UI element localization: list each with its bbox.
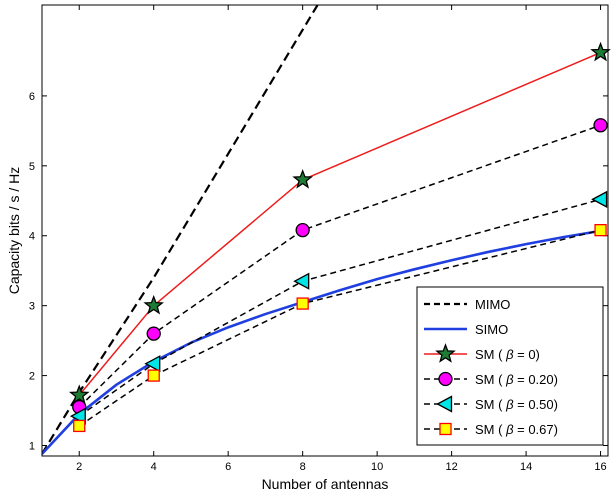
x-tick-label: 12 xyxy=(445,461,457,473)
series-line-simo xyxy=(42,229,601,455)
legend-label-suffix: = 0.67) xyxy=(514,422,558,437)
data-point-sm-0 xyxy=(143,294,165,315)
y-tick-label: 2 xyxy=(29,371,35,383)
marker-layer xyxy=(68,41,611,433)
x-axis-label: Number of antennas xyxy=(262,476,389,492)
x-tick-label: 14 xyxy=(520,461,532,473)
legend-entry-label: SM ( β = 0.50) xyxy=(475,397,558,412)
data-point-sm-0-50 xyxy=(591,190,608,208)
series-layer xyxy=(42,5,601,455)
legend-label-suffix: = 0.20) xyxy=(514,372,558,387)
data-point-sm-0-67 xyxy=(147,369,160,382)
series-line-sm-0 xyxy=(78,51,601,396)
legend-label-prefix: SM ( xyxy=(475,397,506,412)
data-point-sm-0 xyxy=(68,384,90,404)
data-point-sm-0-20 xyxy=(295,223,310,238)
legend-marker xyxy=(436,395,453,413)
legend-label-beta: β xyxy=(505,347,514,362)
x-tick-label: 6 xyxy=(225,461,231,473)
legend-label-prefix: SM ( xyxy=(475,422,506,437)
x-tick-label: 8 xyxy=(300,461,306,473)
series-line-sm-0-67 xyxy=(78,229,601,427)
legend-entry-label: MIMO xyxy=(475,297,510,312)
data-point-sm-0 xyxy=(292,168,313,189)
legend-label-beta: β xyxy=(505,372,514,387)
legend-entry-label: SM ( β = 0) xyxy=(475,347,540,362)
data-point-sm-0-50 xyxy=(293,272,310,290)
data-point-sm-0-20 xyxy=(146,326,161,341)
data-point-sm-0-67 xyxy=(296,297,309,310)
data-point-sm-0-67 xyxy=(594,224,607,237)
legend-entry-label: SIMO xyxy=(475,322,508,337)
legend-label-prefix: SM ( xyxy=(475,347,506,362)
legend-label-prefix: SM ( xyxy=(475,372,506,387)
legend-marker xyxy=(439,422,452,436)
legend-label-beta: β xyxy=(505,397,514,412)
legend-marker xyxy=(435,343,456,363)
series-line-sm-0-20 xyxy=(78,124,601,408)
y-tick-label: 6 xyxy=(29,91,35,103)
legend-entry-label: SM ( β = 0.20) xyxy=(475,372,558,387)
series-line-mimo xyxy=(42,5,319,455)
series-line-sm-0-50 xyxy=(78,198,601,417)
x-tick-label: 2 xyxy=(76,461,82,473)
x-tick-label: 10 xyxy=(371,461,383,473)
y-tick-label: 1 xyxy=(29,441,35,453)
data-point-sm-0-50 xyxy=(144,355,161,373)
legend-entry-label: SM ( β = 0.67) xyxy=(475,422,558,437)
plot-frame xyxy=(41,4,609,457)
y-tick-label: 4 xyxy=(29,231,35,243)
legend-label-beta: β xyxy=(505,422,514,437)
y-tick-label: 3 xyxy=(29,301,35,313)
y-tick-label: 5 xyxy=(29,161,35,173)
y-axis-label: Capacity bits / s / Hz xyxy=(6,167,22,295)
x-tick-label: 16 xyxy=(594,461,606,473)
legend-marker xyxy=(438,371,453,387)
legend-label-suffix: = 0) xyxy=(514,347,540,362)
data-point-sm-0 xyxy=(590,41,611,62)
x-tick-label: 4 xyxy=(151,461,157,473)
legend-box xyxy=(416,286,604,446)
data-point-sm-0-67 xyxy=(73,419,86,433)
legend-label-suffix: = 0.50) xyxy=(514,397,558,412)
data-point-sm-0-20 xyxy=(593,118,608,133)
